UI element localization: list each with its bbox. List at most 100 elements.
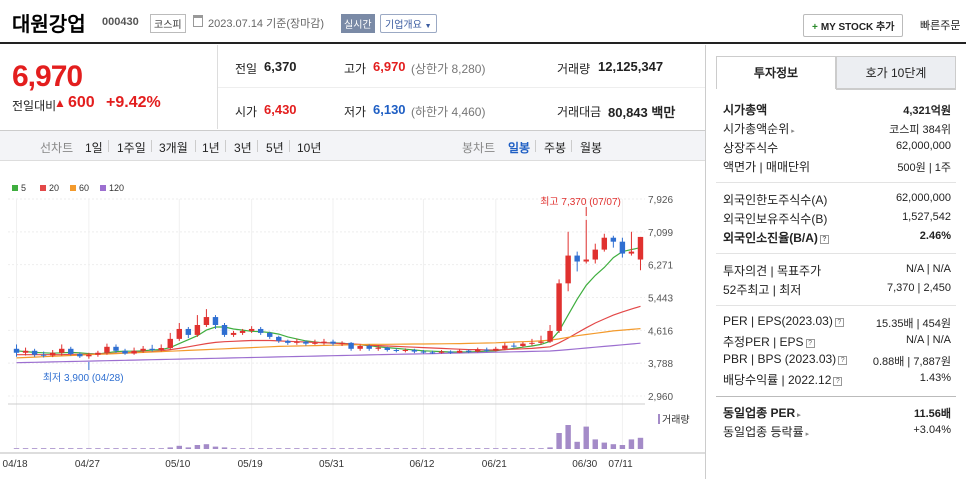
period-sep [289, 140, 290, 152]
candle-body [529, 342, 535, 344]
quick-order-link[interactable]: 빠른주문 [920, 20, 961, 32]
current-price: 6,970 [12, 60, 83, 93]
candle-body [22, 350, 29, 353]
period-1d[interactable]: 1일 [85, 141, 103, 155]
per-value: 15.35배 | 454원 [875, 318, 951, 330]
pbr-text: PBR | BPS (2023.03) [723, 352, 837, 366]
div-value: 1.43% [919, 372, 951, 384]
candle-body [248, 328, 255, 331]
volume-bar [520, 448, 526, 449]
company-info-dropdown[interactable]: 기업개요 ▼ [380, 14, 437, 33]
info-icon[interactable]: ? [805, 339, 815, 348]
y-tick-label: 3,788 [648, 359, 673, 370]
ind-per-label: 동일업종 PER ▸ [723, 404, 801, 421]
ma-line-60 [16, 328, 641, 359]
volume-bar [276, 448, 282, 449]
x-tick-label: 06/21 [482, 459, 507, 470]
candle-body [348, 342, 354, 349]
candle-body [49, 352, 56, 356]
period-sep [225, 140, 226, 152]
candle-body [149, 348, 155, 350]
candle-body [601, 237, 608, 250]
volume-bar [366, 448, 372, 449]
shares-label: 상장주식수 [723, 141, 779, 155]
y-tick-label: 6,271 [648, 261, 673, 272]
volume-bar [637, 437, 644, 449]
ma-line-5 [16, 247, 641, 355]
price-divider [217, 45, 218, 129]
calendar-icon [193, 15, 203, 27]
volume-bar [294, 448, 300, 449]
candle-body [357, 346, 363, 349]
candle-body [429, 352, 436, 354]
price-chart[interactable]: 7,926 7,099 6,271 5,443 4,616 3,788 2,960 04/18… [0, 190, 705, 479]
candle-body [438, 351, 445, 353]
mystock-add-button[interactable]: + MY STOCK 추가 [803, 14, 904, 37]
legend-ma120: 120 [100, 183, 124, 193]
candle-body [520, 343, 526, 347]
period-1w[interactable]: 1주일 [117, 141, 146, 155]
tab-invest-info[interactable]: 투자정보 [716, 56, 836, 89]
period-3m[interactable]: 3개월 [159, 141, 188, 155]
up-arrow-icon: ▲ [54, 96, 66, 110]
volume-bar [547, 447, 553, 449]
market-badge: 코스피 [150, 14, 186, 33]
period-5y[interactable]: 5년 [266, 141, 284, 155]
high-value: 6,970 [373, 59, 406, 74]
period-10y[interactable]: 10년 [297, 141, 322, 155]
volume-bar [212, 446, 219, 449]
amount-label: 거래대금 [557, 105, 602, 119]
info-icon[interactable]: ? [838, 356, 848, 365]
candle-body [447, 351, 454, 353]
section-divider [716, 305, 956, 306]
candle-body [321, 341, 327, 343]
volume-bar [303, 448, 309, 449]
x-tick-label: 04/27 [75, 459, 100, 470]
par-label: 액면가 | 매매단위 [723, 160, 811, 174]
candle-body [95, 352, 101, 355]
tab-order-book[interactable]: 호가 10단계 [836, 56, 956, 89]
volume-bar [86, 448, 92, 449]
volume-bar [104, 448, 110, 449]
candle-body [456, 350, 463, 353]
candle-weekly[interactable]: 주봉 [544, 141, 567, 155]
realtime-button[interactable]: 실시간 [341, 14, 375, 33]
candle-body [86, 354, 92, 357]
volume-bar [330, 448, 336, 449]
info-icon[interactable]: ? [833, 377, 843, 386]
ind-per-value: 11.56배 [913, 408, 951, 420]
company-info-label: 기업개요 [385, 20, 422, 31]
candle-body [556, 283, 562, 331]
candle-body [366, 346, 372, 349]
volume-bar [77, 448, 83, 449]
legend-ma60: 60 [70, 183, 89, 193]
est-per-value: N/A | N/A [905, 334, 951, 346]
period-sep [195, 140, 196, 152]
foreign-limit-label: 외국인한도주식수(A) [723, 193, 828, 207]
legend-ma120-label: 120 [109, 183, 125, 193]
candle-body [40, 354, 47, 356]
period-1y[interactable]: 1년 [202, 141, 220, 155]
info-icon[interactable]: ? [819, 235, 829, 244]
stock-code: 000430 [102, 16, 139, 28]
volume-bar [447, 448, 454, 449]
period-sep [108, 140, 109, 152]
candle-monthly[interactable]: 월봉 [580, 141, 603, 155]
candle-body [393, 349, 400, 351]
legend-ma5: 5 [12, 183, 26, 193]
volume-bar [257, 448, 264, 449]
info-icon[interactable]: ? [834, 318, 844, 327]
candle-daily[interactable]: 일봉 [508, 141, 531, 155]
x-tick-label: 05/10 [165, 459, 190, 470]
legend-ma20-label: 20 [49, 183, 60, 193]
per-label: PER | EPS(2023.03)? [723, 314, 844, 328]
period-3y[interactable]: 3년 [234, 141, 252, 155]
y-tick-label: 7,099 [648, 228, 673, 239]
upper-limit: (상한가 8,280) [411, 62, 486, 76]
ind-per-text: 동일업종 PER [723, 406, 796, 420]
volume-bar [610, 444, 617, 449]
foreign-rate-text: 외국인소진율(B/A) [723, 231, 818, 245]
candle-body [583, 259, 589, 262]
volume-bar [601, 442, 608, 449]
ind-rate-text: 동일업종 등락률 [723, 425, 804, 439]
